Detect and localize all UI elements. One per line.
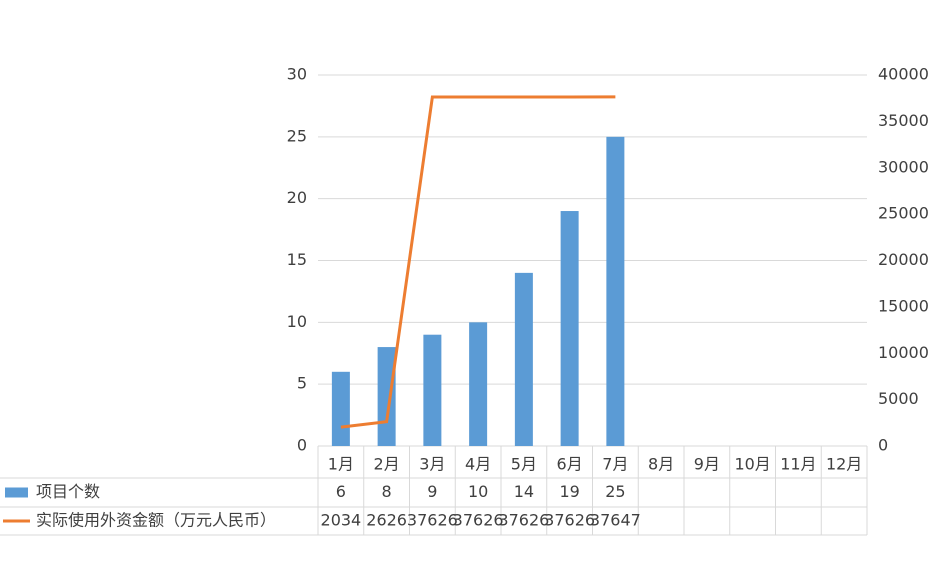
table-value: 37626: [453, 511, 504, 530]
y-tick-label: 20: [287, 188, 307, 207]
y2-tick-label: 20000: [878, 250, 929, 269]
x-tick-label: 6月: [557, 455, 583, 474]
x-tick-label: 10月: [734, 455, 770, 474]
bar: [423, 334, 442, 446]
x-tick-label: 12月: [826, 455, 862, 474]
x-tick-label: 1月: [328, 455, 354, 474]
y-tick-label: 5: [297, 374, 307, 393]
legend-label: 实际使用外资金额（万元人民币）: [36, 511, 276, 530]
table-value: 10: [468, 482, 488, 501]
table-value: 37647: [590, 511, 641, 530]
bar: [331, 371, 350, 446]
table-value: 8: [382, 482, 392, 501]
bar: [469, 322, 488, 446]
table-value: 37626: [498, 511, 549, 530]
table-value: 2034: [321, 511, 362, 530]
y-tick-label: 0: [297, 436, 307, 455]
y2-tick-label: 0: [878, 436, 888, 455]
x-tick-label: 4月: [465, 455, 491, 474]
y2-tick-label: 35000: [878, 111, 929, 130]
y2-tick-label: 25000: [878, 204, 929, 223]
legend-label: 项目个数: [36, 482, 100, 501]
x-tick-label: 11月: [780, 455, 816, 474]
table-value: 19: [559, 482, 579, 501]
y-tick-label: 30: [287, 65, 307, 84]
x-tick-label: 8月: [648, 455, 674, 474]
y2-tick-label: 5000: [878, 389, 919, 408]
table-value: 37626: [544, 511, 595, 530]
table-value: 6: [336, 482, 346, 501]
y-tick-label: 25: [287, 126, 307, 145]
line: [340, 95, 616, 429]
y2-tick-label: 30000: [878, 157, 929, 176]
y-tick-label: 10: [287, 312, 307, 331]
table-value: 14: [514, 482, 534, 501]
bar: [560, 211, 579, 446]
x-tick-label: 5月: [511, 455, 537, 474]
y2-tick-label: 40000: [878, 65, 929, 84]
x-tick-label: 9月: [694, 455, 720, 474]
y2-tick-label: 10000: [878, 343, 929, 362]
bar: [606, 136, 625, 447]
table-value: 37626: [407, 511, 458, 530]
y2-tick-label: 15000: [878, 296, 929, 315]
x-tick-label: 3月: [419, 455, 445, 474]
table-value: 2626: [366, 511, 407, 530]
x-tick-label: 7月: [602, 455, 628, 474]
bar: [377, 347, 396, 446]
table-value: 25: [605, 482, 625, 501]
y-tick-label: 15: [287, 250, 307, 269]
table-value: 9: [427, 482, 437, 501]
legend-key: [5, 487, 28, 498]
x-tick-label: 2月: [374, 455, 400, 474]
bar: [514, 272, 533, 446]
